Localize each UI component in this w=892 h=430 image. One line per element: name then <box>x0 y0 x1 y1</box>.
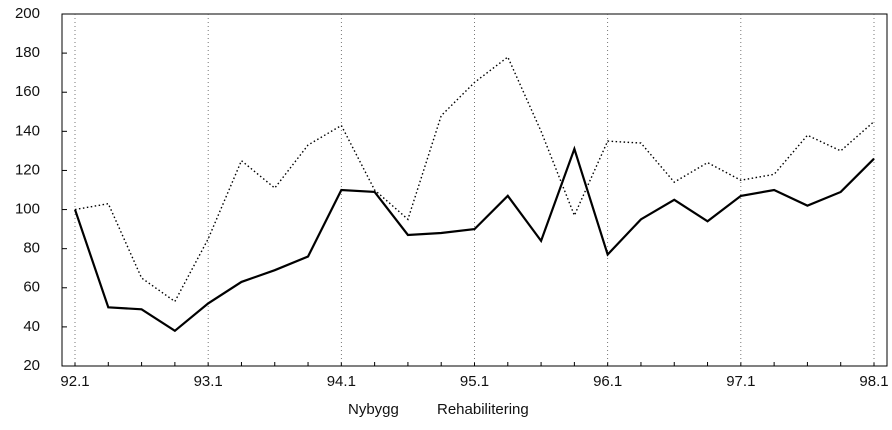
y-tick-label: 20 <box>23 357 40 374</box>
y-tick-label: 80 <box>23 240 40 257</box>
x-tick-label: 95.1 <box>460 373 489 390</box>
y-tick-label: 40 <box>23 318 40 335</box>
series-line <box>74 55 875 303</box>
series-line <box>73 145 875 333</box>
legend-label: Rehabilitering <box>437 401 529 418</box>
x-tick-label: 96.1 <box>593 373 622 390</box>
legend-label: Nybygg <box>348 401 399 418</box>
x-tick-label: 94.1 <box>327 373 356 390</box>
y-tick-label: 60 <box>23 279 40 296</box>
x-tick-label: 92.1 <box>60 373 89 390</box>
y-tick-label: 120 <box>15 161 40 178</box>
x-tick-label: 97.1 <box>726 373 755 390</box>
x-tick-label: 98.1 <box>859 373 888 390</box>
y-tick-label: 160 <box>15 83 40 100</box>
y-tick-label: 200 <box>15 5 40 22</box>
y-tick-label: 140 <box>15 122 40 139</box>
x-tick-label: 93.1 <box>194 373 223 390</box>
y-tick-label: 180 <box>15 44 40 61</box>
y-tick-label: 100 <box>15 201 40 218</box>
